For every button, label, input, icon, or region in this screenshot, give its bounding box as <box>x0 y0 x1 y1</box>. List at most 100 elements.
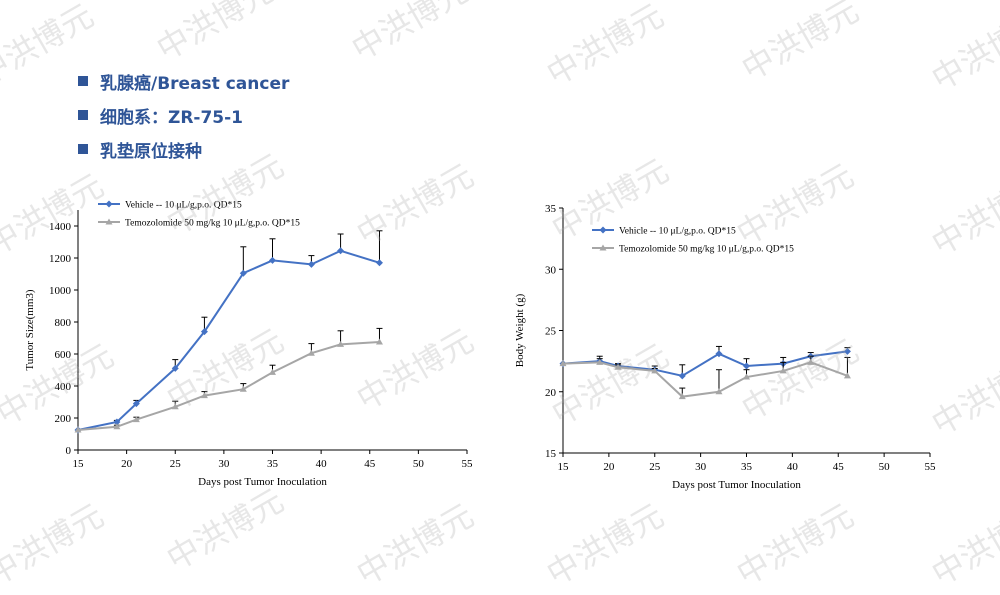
data-point-triangle <box>337 340 345 347</box>
legend-entry: Vehicle -- 10 μL/g,p.o. QD*15 <box>98 200 242 211</box>
series-line <box>562 361 848 398</box>
header-text: 乳垫原位接种 <box>100 141 202 162</box>
y-tick-label: 15 <box>545 448 557 460</box>
y-tick-label: 1400 <box>49 221 72 233</box>
chart-2: Vehicle -- 10 μL/g,p.o. QD*15 Temozolomid… <box>559 207 931 457</box>
legend-marker-diamond <box>599 226 607 234</box>
data-point-diamond <box>132 400 140 408</box>
data-point-diamond <box>715 350 723 358</box>
x-axis-title: Days post Tumor Inoculation <box>672 479 801 491</box>
legend-entry: Vehicle -- 10 μL/g,p.o. QD*15 <box>592 226 736 237</box>
x-tick-label: 40 <box>787 461 799 473</box>
data-point-diamond <box>743 362 750 370</box>
x-tick-label: 25 <box>170 458 182 470</box>
y-axis-title: Tumor Size(mm3) <box>24 289 36 371</box>
header-item-inoculation: 乳垫原位接种 <box>78 132 289 166</box>
y-tick-label: 200 <box>55 413 72 425</box>
chart-1: Vehicle -- 10 μL/g,p.o. QD*15 Temozolomid… <box>74 200 468 454</box>
data-point-diamond <box>375 259 383 267</box>
x-tick-label: 50 <box>413 458 425 470</box>
x-tick-label: 30 <box>695 461 707 473</box>
square-bullet-icon <box>78 144 88 154</box>
x-tick-label: 55 <box>925 461 937 473</box>
data-point-triangle <box>743 373 750 380</box>
legend-label: Temozolomide 50 mg/kg 10 μL/g,p.o. QD*15 <box>619 245 794 255</box>
y-axis-title: Body Weight (g) <box>514 293 526 367</box>
header-item-cell-line: 细胞系：ZR-75-1 <box>78 98 289 132</box>
legend-label: Vehicle -- 10 μL/g,p.o. QD*15 <box>619 227 736 237</box>
data-point-diamond <box>307 260 315 268</box>
legend-marker-triangle <box>599 244 607 251</box>
square-bullet-icon <box>78 76 88 86</box>
y-tick-label: 35 <box>545 203 557 215</box>
data-point-triangle <box>375 338 383 345</box>
series-temozolomide <box>559 355 851 400</box>
series-line <box>77 249 380 431</box>
data-point-triangle <box>559 360 567 367</box>
x-tick-label: 15 <box>73 458 85 470</box>
data-point-diamond <box>678 372 686 380</box>
x-axis-title: Days post Tumor Inoculation <box>198 476 327 488</box>
y-tick-label: 800 <box>55 317 72 329</box>
y-tick-label: 600 <box>55 349 72 361</box>
data-point-triangle <box>715 388 723 395</box>
data-point-diamond <box>843 347 851 355</box>
x-tick-label: 50 <box>879 461 891 473</box>
data-point-triangle <box>307 349 315 356</box>
header-item-cancer-type: 乳腺癌/Breast cancer <box>78 64 289 98</box>
data-point-triangle <box>239 385 247 392</box>
header-text: 细胞系：ZR-75-1 <box>100 107 244 128</box>
legend-marker-diamond <box>105 200 113 208</box>
header-list: 乳腺癌/Breast cancer 细胞系：ZR-75-1 乳垫原位接种 <box>78 64 289 166</box>
x-tick-label: 20 <box>121 458 133 470</box>
data-point-triangle <box>269 368 276 375</box>
x-tick-label: 20 <box>603 461 615 473</box>
legend-entry: Temozolomide 50 mg/kg 10 μL/g,p.o. QD*15 <box>98 218 300 229</box>
y-tick-label: 1200 <box>49 253 72 265</box>
series-vehicle <box>74 230 383 434</box>
x-tick-label: 35 <box>267 458 279 470</box>
y-tick-label: 20 <box>545 387 557 399</box>
data-point-triangle <box>74 426 82 433</box>
data-point-diamond <box>337 247 345 255</box>
data-point-diamond <box>200 328 208 336</box>
data-point-triangle <box>807 358 815 365</box>
data-point-triangle <box>779 367 787 374</box>
square-bullet-icon <box>78 110 88 120</box>
series-line <box>562 350 848 377</box>
series-line <box>77 341 380 431</box>
data-point-triangle <box>843 372 851 379</box>
data-point-triangle <box>651 367 659 374</box>
data-point-diamond <box>239 269 247 277</box>
y-tick-label: 25 <box>545 326 557 338</box>
y-tick-label: 30 <box>545 264 557 276</box>
data-point-triangle <box>171 403 179 410</box>
y-tick-label: 400 <box>55 381 72 393</box>
legend-entry: Temozolomide 50 mg/kg 10 μL/g,p.o. QD*15 <box>592 244 794 255</box>
data-point-triangle <box>614 363 622 370</box>
data-point-triangle <box>200 392 208 399</box>
legend-marker-triangle <box>105 218 113 225</box>
data-point-triangle <box>596 358 604 365</box>
header-text: 乳腺癌/Breast cancer <box>100 73 290 94</box>
data-point-triangle <box>113 423 121 430</box>
x-tick-label: 55 <box>462 458 474 470</box>
data-point-diamond <box>113 418 121 426</box>
y-tick-label: 0 <box>66 445 72 457</box>
series-temozolomide <box>74 327 383 433</box>
data-point-triangle <box>678 393 686 400</box>
data-point-diamond <box>171 364 179 372</box>
x-tick-label: 30 <box>218 458 230 470</box>
x-tick-label: 25 <box>649 461 661 473</box>
x-tick-label: 45 <box>364 458 376 470</box>
x-tick-label: 40 <box>316 458 328 470</box>
data-point-diamond <box>269 256 276 264</box>
legend-label: Vehicle -- 10 μL/g,p.o. QD*15 <box>125 201 242 211</box>
x-tick-label: 15 <box>558 461 570 473</box>
x-tick-label: 45 <box>833 461 845 473</box>
x-tick-label: 35 <box>741 461 753 473</box>
charts-canvas: Vehicle -- 10 μL/g,p.o. QD*15 Temozolomid… <box>24 200 937 491</box>
data-point-triangle <box>132 416 140 423</box>
legend-label: Temozolomide 50 mg/kg 10 μL/g,p.o. QD*15 <box>125 219 300 229</box>
y-tick-label: 1000 <box>49 285 72 297</box>
